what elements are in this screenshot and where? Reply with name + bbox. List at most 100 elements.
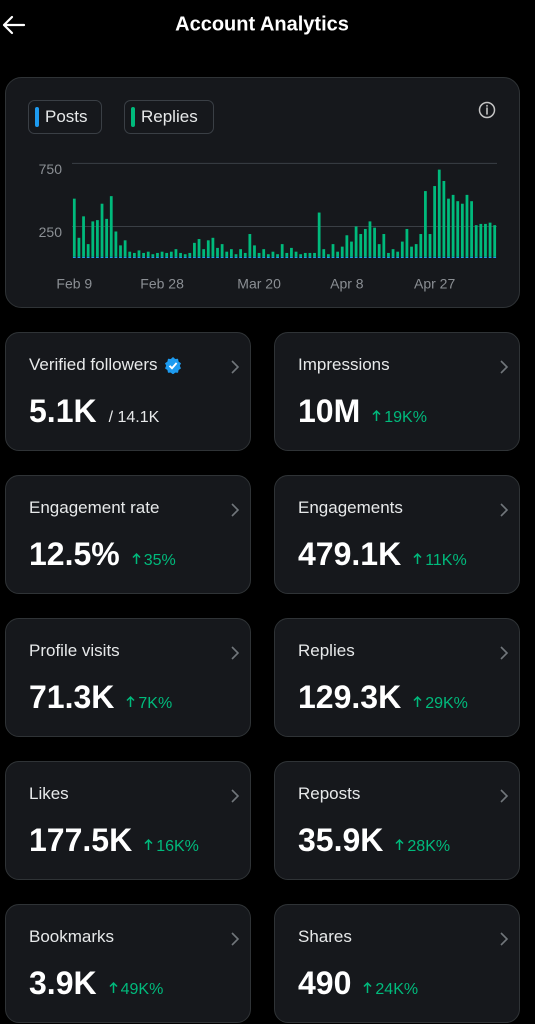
metric-change: 7K% [126,695,172,713]
bar [484,256,487,258]
bar [303,256,307,258]
metric-value: 35.9K [298,822,384,858]
metric-value: 3.9K [29,965,97,1001]
bar [206,256,210,258]
bar [160,251,164,257]
bar [391,256,395,258]
chevron [231,789,240,803]
bar [193,242,196,257]
bar [123,256,127,258]
legend-item[interactable]: Posts [28,100,102,134]
bar [340,246,344,257]
bar [216,247,219,257]
metric-label-row: Verified followers [29,355,182,375]
bar [299,256,303,258]
bar [225,256,229,258]
metric-card[interactable]: Engagement rate 12.5% 35% [5,475,251,594]
bar [488,222,492,257]
metric-change: 35% [132,552,176,570]
bar [493,256,497,258]
bar [257,252,261,257]
y-tick-label: 750 [39,161,63,177]
bar [322,249,326,257]
bar [197,239,201,257]
chevron [500,646,509,660]
bar [336,251,340,257]
bar [165,256,169,258]
metric-card[interactable]: Shares 490 24K% [274,904,520,1023]
metric-card[interactable]: Verified followers 5.1K / 14.1K [5,332,251,451]
bar [146,256,150,258]
metric-label: Likes [29,784,69,803]
metric-row: 3.9K 49K% [29,965,163,1002]
bar [72,256,76,258]
bar [86,256,90,258]
bar [336,256,340,258]
chevron [231,646,240,660]
bar [340,256,344,258]
bar [368,221,372,257]
bar [86,244,90,257]
bar [313,252,316,257]
bar [400,256,404,258]
bar [290,256,293,258]
metric-value: 177.5K [29,822,133,858]
bar [146,251,150,257]
x-tick-label: Feb 28 [140,276,184,292]
bar [169,256,173,258]
info-button[interactable] [478,101,496,119]
bar [410,256,413,258]
bar [165,252,169,257]
metric-card[interactable]: Impressions 10M 19K% [274,332,520,451]
bar [271,256,275,258]
metric-label-row: Impressions [298,355,390,375]
metric-row: 5.1K / 14.1K [29,393,159,430]
bar [151,256,155,258]
legend-label: Replies [141,107,198,126]
chevron [500,789,509,803]
bar [142,252,145,257]
bar [465,194,469,257]
metric-label: Replies [298,641,355,660]
back-button[interactable] [2,15,26,35]
metric-card[interactable]: Likes 177.5K 16K% [5,761,251,880]
bar [248,256,252,258]
bar [114,231,118,257]
metric-card[interactable]: Engagements 479.1K 11K% [274,475,520,594]
chevron [231,503,240,517]
bar [428,256,432,258]
bar [327,256,330,258]
metric-card[interactable]: Bookmarks 3.9K 49K% [5,904,251,1023]
metric-change: 11K% [413,552,467,570]
legend-item[interactable]: Replies [124,100,214,134]
bar [368,256,372,258]
up-arrow [413,695,422,707]
metric-row: 129.3K 29K% [298,679,468,716]
bar [137,256,141,258]
metric-label-row: Likes [29,784,69,804]
bar [308,256,312,258]
bar [197,256,201,258]
bar [72,198,76,257]
bar [280,256,284,258]
metric-card[interactable]: Reposts 35.9K 28K% [274,761,520,880]
bar [345,235,349,257]
bar [428,234,432,257]
metric-label: Verified followers [29,355,158,374]
metric-card[interactable]: Profile visits 71.3K 7K% [5,618,251,737]
metric-card[interactable]: Replies 129.3K 29K% [274,618,520,737]
bar [400,241,404,257]
bar [211,256,215,258]
metric-label: Engagement rate [29,498,160,517]
bar [479,256,483,258]
bar [151,254,155,257]
bar [239,256,242,258]
bar [313,256,316,258]
bar [474,256,478,258]
metric-row: 71.3K 7K% [29,679,172,716]
bar [109,196,113,257]
metric-change-text: 35% [143,552,176,569]
bar [160,256,164,258]
bar [188,256,192,258]
metric-label-row: Reposts [298,784,360,804]
